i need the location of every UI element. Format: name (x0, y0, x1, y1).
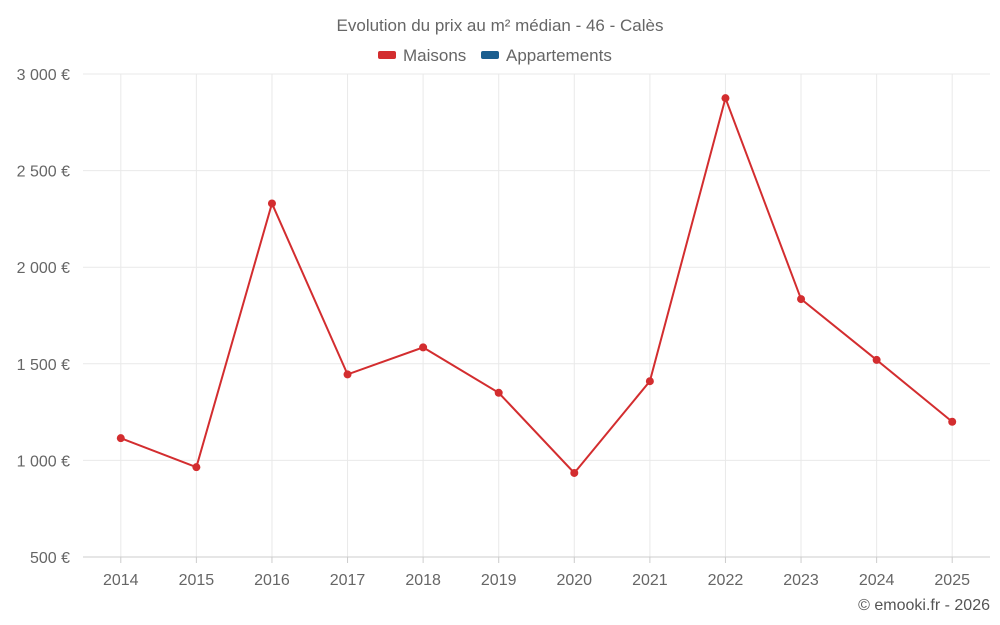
y-tick-label: 1 500 € (17, 357, 70, 374)
data-point-2020[interactable] (570, 468, 579, 477)
y-tick-label: 2 500 € (17, 164, 70, 181)
data-point-2015[interactable] (192, 463, 201, 472)
data-point-2022[interactable] (721, 94, 730, 103)
x-tick-label: 2014 (103, 572, 139, 589)
legend-label-maisons: Maisons (403, 46, 466, 65)
data-point-2014[interactable] (116, 434, 125, 443)
data-point-2025[interactable] (948, 417, 957, 426)
legend-swatch-appartements (481, 51, 499, 59)
y-tick-label: 500 € (30, 550, 70, 567)
data-point-2019[interactable] (494, 388, 503, 397)
x-tick-label: 2022 (708, 572, 744, 589)
y-tick-label: 1 000 € (17, 453, 70, 470)
x-tick-label: 2019 (481, 572, 517, 589)
legend-item-appartements[interactable]: Appartements (481, 46, 612, 65)
data-point-2017[interactable] (343, 370, 352, 379)
data-point-2023[interactable] (797, 295, 806, 304)
y-tick-label: 3 000 € (17, 67, 70, 84)
credit-text: © emooki.fr - 2026 (858, 597, 990, 614)
x-tick-label: 2016 (254, 572, 290, 589)
legend-item-maisons[interactable]: Maisons (378, 46, 466, 65)
legend-swatch-maisons (378, 51, 396, 59)
data-point-2021[interactable] (645, 377, 654, 386)
series-maisons (116, 94, 957, 477)
data-point-2024[interactable] (872, 355, 881, 364)
chart-title: Evolution du prix au m² médian - 46 - Ca… (337, 16, 664, 35)
series-line-maisons (120, 94, 953, 475)
x-tick-label: 2015 (179, 572, 215, 589)
grid (83, 73, 990, 557)
x-tick-label: 2024 (859, 572, 895, 589)
x-tick-label: 2021 (632, 572, 668, 589)
data-point-2018[interactable] (419, 343, 428, 352)
legend: Maisons Appartements (378, 46, 612, 65)
legend-label-appartements: Appartements (506, 46, 612, 65)
axes: 500 € 1 000 € 1 500 € 2 000 € 2 500 € 3 000 €… (17, 67, 990, 589)
x-tick-label: 2020 (556, 572, 592, 589)
x-tick-label: 2018 (405, 572, 441, 589)
x-tick-label: 2017 (330, 572, 366, 589)
data-point-2016[interactable] (267, 199, 276, 208)
y-tick-label: 2 000 € (17, 260, 70, 277)
x-tick-label: 2025 (934, 572, 970, 589)
x-tick-label: 2023 (783, 572, 819, 589)
